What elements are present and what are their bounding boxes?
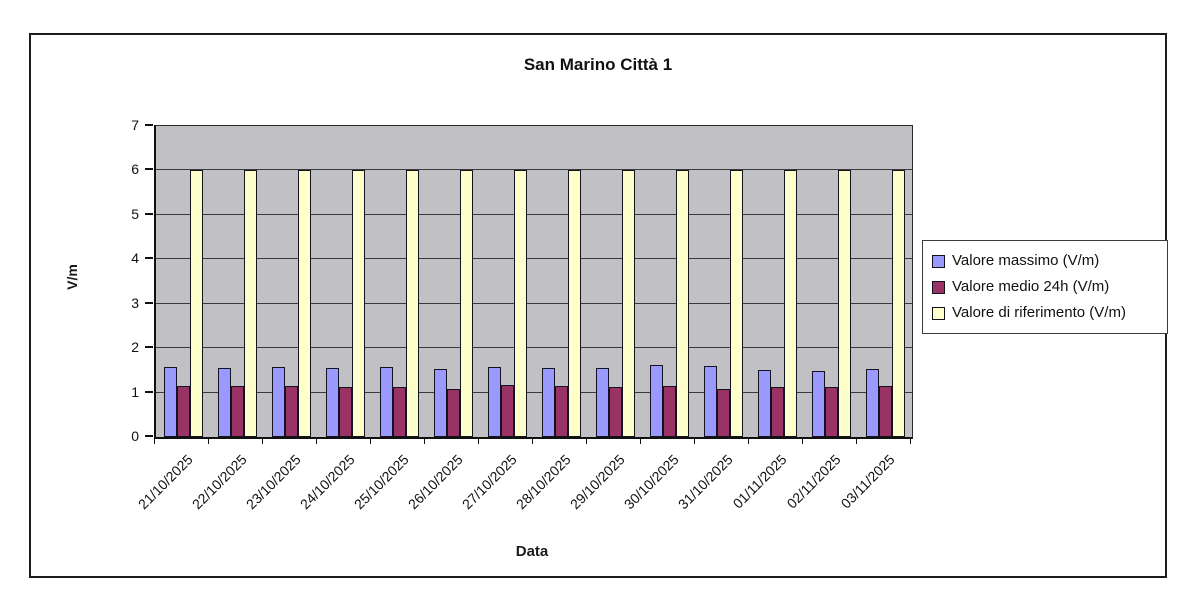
x-axis-tick-mark — [316, 437, 317, 444]
bar-series-2 — [824, 387, 838, 437]
bar-series-1 — [325, 367, 339, 437]
y-axis-tick-mark — [145, 390, 153, 393]
y-axis-tick-mark — [145, 346, 153, 349]
x-axis-tick-mark — [802, 437, 803, 444]
x-axis-tick-mark — [532, 437, 533, 444]
y-axis-tick-mark — [145, 435, 153, 437]
y-axis-tick-mark — [145, 212, 153, 215]
bar-series-3 — [729, 170, 743, 437]
bar-series-2 — [554, 385, 568, 437]
bar-series-3 — [459, 170, 473, 437]
bar-series-3 — [783, 170, 797, 437]
bar-series-1 — [487, 366, 501, 437]
bar-series-2 — [608, 387, 622, 437]
x-axis-tick-mark — [154, 437, 155, 444]
bar-series-3 — [405, 170, 419, 437]
bar-series-2 — [878, 386, 892, 437]
bar-series-3 — [891, 170, 905, 437]
bar-series-2 — [716, 388, 730, 437]
legend-item: Valore medio 24h (V/m) — [932, 274, 1159, 300]
legend-item: Valore massimo (V/m) — [932, 248, 1159, 274]
bar-series-1 — [163, 366, 177, 437]
bar-series-1 — [379, 366, 393, 437]
bar-series-1 — [433, 368, 447, 437]
y-axis-tick-label: 3 — [131, 294, 139, 311]
bar-series-1 — [541, 368, 555, 437]
bar-series-3 — [675, 170, 689, 437]
bar-series-2 — [230, 386, 244, 437]
bar-series-1 — [703, 365, 717, 437]
x-axis-tick-mark — [748, 437, 749, 444]
y-axis-tick-mark — [145, 301, 153, 304]
legend-item: Valore di riferimento (V/m) — [932, 300, 1159, 326]
bar-series-1 — [811, 370, 825, 437]
legend-item-label: Valore di riferimento (V/m) — [952, 304, 1126, 321]
x-axis-tick-mark — [208, 437, 209, 444]
x-axis-category-label-text: 03/11/2025 — [837, 451, 898, 512]
legend-color-swatch-icon — [932, 280, 945, 294]
y-axis-tick-label: 4 — [131, 250, 139, 267]
x-axis-category-label: 03/11/2025 — [742, 449, 898, 511]
gridline — [156, 347, 912, 349]
y-axis-tick-label: 6 — [131, 161, 139, 178]
y-axis-tick-mark — [145, 124, 153, 126]
x-axis-tick-mark — [910, 437, 911, 444]
legend-item-label: Valore medio 24h (V/m) — [952, 278, 1110, 295]
figure-border: San Marino Città 1 V/m 0 1 2 3 4 5 6 7 21/10/202… — [29, 33, 1168, 578]
bar-series-1 — [865, 368, 879, 437]
bar-series-2 — [176, 386, 190, 437]
bar-series-3 — [621, 170, 635, 437]
gridline — [156, 258, 912, 260]
legend-color-swatch-icon — [932, 254, 945, 268]
plot-area — [154, 125, 913, 439]
bar-series-1 — [271, 367, 285, 437]
y-axis-tick-label: 1 — [131, 383, 139, 400]
bar-series-1 — [757, 370, 771, 437]
x-axis-tick-mark — [478, 437, 479, 444]
bar-series-2 — [284, 386, 298, 437]
y-axis-tick-label: 2 — [131, 339, 139, 356]
gridline — [156, 391, 912, 393]
y-axis-tick-mark — [145, 168, 153, 171]
x-axis-title: Data — [515, 543, 549, 560]
bar-series-1 — [595, 367, 609, 437]
x-axis-tick-mark — [856, 437, 857, 444]
chart-title: San Marino Città 1 — [523, 55, 673, 74]
bar-series-2 — [392, 386, 406, 437]
y-axis-tick-label: 7 — [131, 117, 139, 133]
bar-series-2 — [770, 387, 784, 437]
y-axis-tick-label: 0 — [131, 428, 139, 444]
x-axis-tick-mark — [586, 437, 587, 444]
bar-series-3 — [837, 170, 851, 437]
y-axis-title: V/m — [64, 264, 80, 290]
bar-series-3 — [297, 170, 311, 437]
legend-item-label: Valore massimo (V/m) — [952, 252, 1100, 269]
bar-series-3 — [351, 170, 365, 437]
y-axis-tick-label: 5 — [131, 205, 139, 222]
bar-series-2 — [446, 389, 460, 437]
bar-series-3 — [189, 170, 203, 437]
bar-series-1 — [649, 365, 663, 437]
bar-series-3 — [513, 170, 527, 437]
x-axis-tick-mark — [262, 437, 263, 444]
gridline — [156, 169, 912, 171]
x-axis-tick-mark — [370, 437, 371, 444]
x-axis-tick-mark — [424, 437, 425, 444]
legend-box: Valore massimo (V/m) Valore medio 24h (V/… — [922, 240, 1168, 334]
bar-series-1 — [217, 367, 231, 437]
bar-series-3 — [567, 170, 581, 437]
x-axis-tick-mark — [640, 437, 641, 444]
x-axis-tick-mark — [694, 437, 695, 444]
legend-color-swatch-icon — [932, 306, 945, 320]
bar-series-2 — [500, 385, 514, 437]
bar-series-2 — [338, 386, 352, 437]
bar-series-2 — [662, 386, 676, 437]
bar-series-3 — [243, 170, 257, 437]
y-axis-tick-mark — [145, 257, 153, 260]
gridline — [156, 213, 912, 215]
gridline — [156, 302, 912, 304]
